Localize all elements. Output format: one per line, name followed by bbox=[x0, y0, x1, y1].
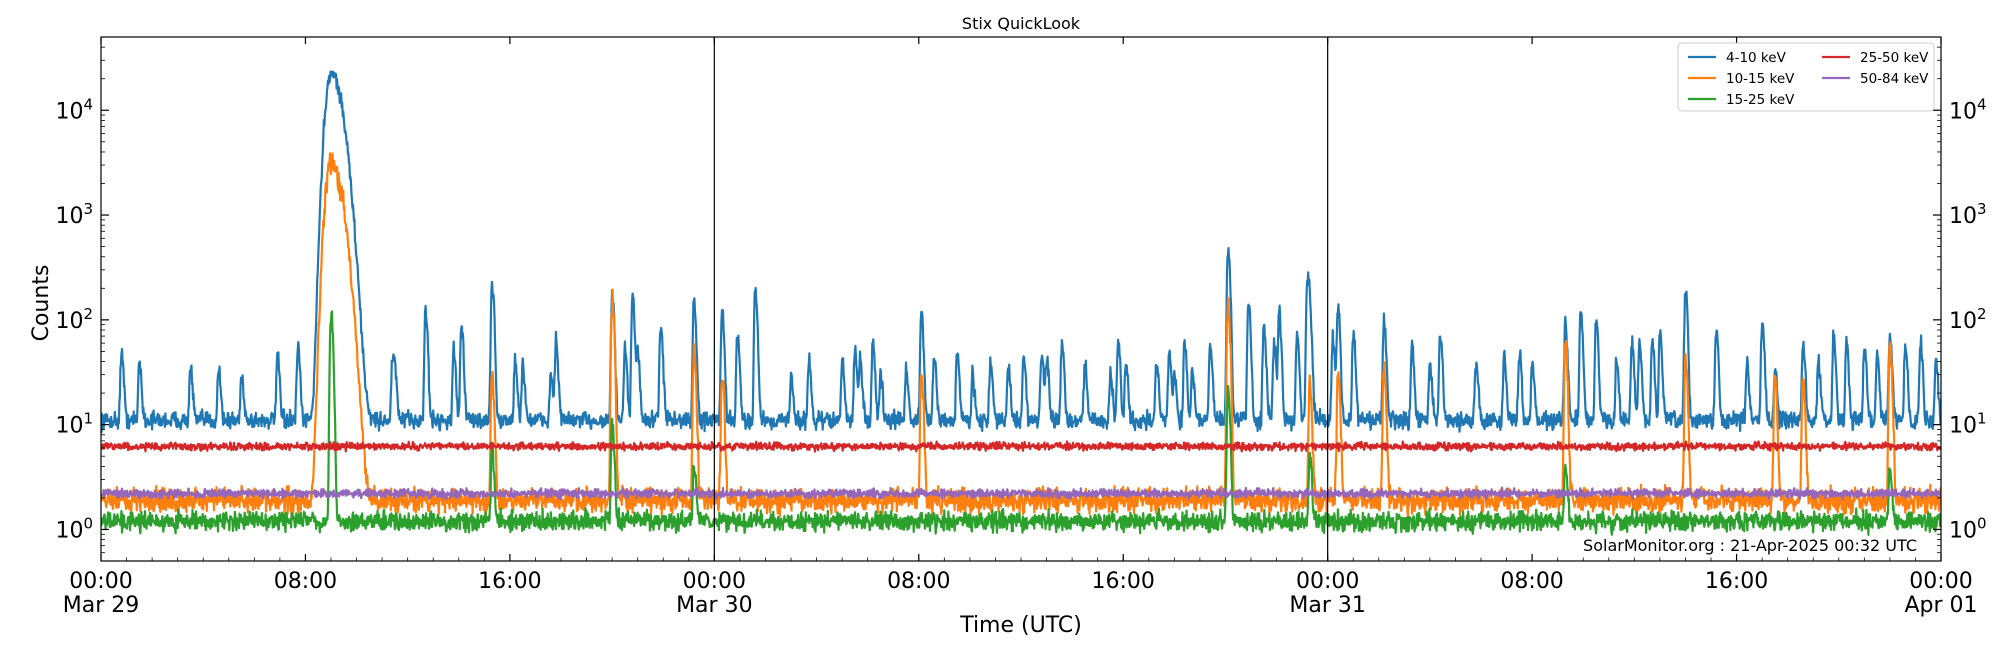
plot-frame bbox=[100, 36, 1942, 562]
x-tick-label: 00:00 bbox=[1909, 569, 1972, 594]
day-boundary-lines bbox=[713, 37, 1329, 561]
x-tick-label: 00:00 bbox=[683, 569, 746, 594]
x-tick-label: 00:00 bbox=[1296, 569, 1359, 594]
x-tick-label: 08:00 bbox=[274, 569, 337, 594]
series-layer bbox=[101, 70, 1941, 536]
x-tick-label: 00:00 bbox=[69, 569, 132, 594]
y-tick-label-right: 101 bbox=[1949, 410, 1987, 439]
legend-label: 50-84 keV bbox=[1860, 71, 1929, 87]
series-line-15-25-kev bbox=[101, 310, 1941, 536]
legend-label: 15-25 keV bbox=[1726, 92, 1795, 108]
solarmonitor-watermark: SolarMonitor.org : 21-Apr-2025 00:32 UTC bbox=[1583, 536, 1917, 555]
legend-label: 10-15 keV bbox=[1726, 71, 1795, 87]
x-axis-label: Time (UTC) bbox=[959, 613, 1082, 638]
y-tick-label-right: 103 bbox=[1949, 200, 1987, 229]
y-tick-label-left: 102 bbox=[55, 305, 93, 334]
series-line-4-10-kev bbox=[101, 70, 1941, 434]
x-tick-label: 16:00 bbox=[1705, 569, 1768, 594]
y-axis-ticks: 100 100 101 101 102 102 103 103 104 104 bbox=[55, 36, 1987, 562]
chart-title: Stix QuickLook bbox=[962, 14, 1081, 33]
x-tick-date-label: Mar 30 bbox=[676, 593, 753, 618]
y-tick-label-left: 101 bbox=[55, 410, 93, 439]
series-line-10-15-kev bbox=[101, 152, 1941, 518]
legend-label: 25-50 keV bbox=[1860, 50, 1929, 66]
y-tick-label-left: 104 bbox=[55, 95, 93, 124]
x-tick-date-label: Mar 29 bbox=[63, 593, 140, 618]
x-tick-date-label: Mar 31 bbox=[1289, 593, 1366, 618]
x-tick-label: 16:00 bbox=[1092, 569, 1155, 594]
y-tick-label-left: 100 bbox=[55, 514, 93, 543]
legend: 4-10 keV 10-15 keV 15-25 keV 25-50 keV 50-84… bbox=[1677, 42, 1935, 112]
x-tick-label: 16:00 bbox=[478, 569, 541, 594]
x-tick-label: 08:00 bbox=[1500, 569, 1563, 594]
y-tick-label-right: 104 bbox=[1949, 95, 1987, 124]
series-line-25-50-kev bbox=[101, 440, 1941, 453]
series-line-50-84-kev bbox=[101, 486, 1941, 501]
y-tick-label-right: 100 bbox=[1949, 514, 1987, 543]
legend-box bbox=[1677, 42, 1935, 112]
y-tick-label-left: 103 bbox=[55, 200, 93, 229]
x-tick-label: 08:00 bbox=[887, 569, 950, 594]
y-axis-label: Counts bbox=[29, 265, 54, 342]
x-tick-date-label: Apr 01 bbox=[1904, 593, 1977, 618]
y-tick-label-right: 102 bbox=[1949, 305, 1987, 334]
legend-label: 4-10 keV bbox=[1726, 50, 1787, 66]
